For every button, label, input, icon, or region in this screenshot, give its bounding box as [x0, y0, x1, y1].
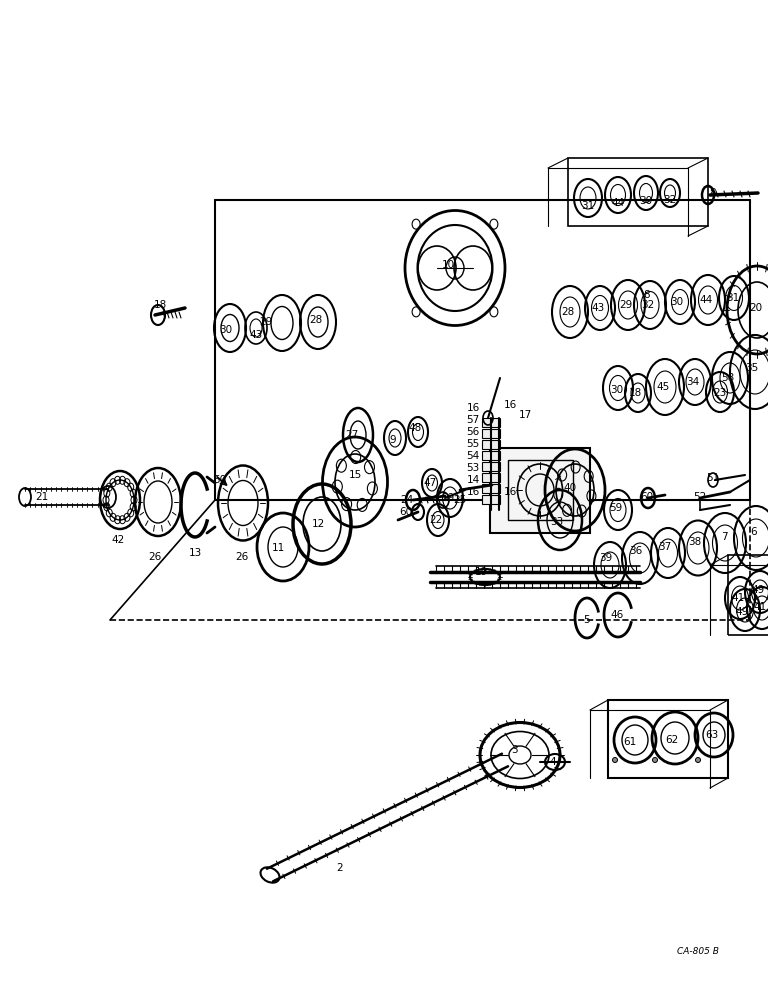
Text: 37: 37	[658, 542, 672, 552]
Text: 43: 43	[591, 303, 604, 313]
Text: 54: 54	[466, 451, 480, 461]
Text: 23: 23	[713, 388, 727, 398]
Text: 6: 6	[750, 527, 757, 537]
Text: 49: 49	[751, 585, 765, 595]
Text: 44: 44	[611, 198, 624, 208]
Bar	[728, 555, 768, 635]
Text: 52: 52	[694, 492, 707, 502]
Text: 18: 18	[628, 388, 641, 398]
Text: 12: 12	[311, 519, 325, 529]
Text: 16: 16	[466, 487, 480, 497]
Text: 60: 60	[641, 492, 654, 502]
Text: 31: 31	[727, 293, 740, 303]
Text: 42: 42	[111, 535, 124, 545]
Text: 10: 10	[442, 260, 455, 270]
Text: 15: 15	[349, 470, 362, 480]
Text: 49: 49	[736, 607, 749, 617]
Text: 59: 59	[609, 503, 623, 513]
Text: 13: 13	[188, 548, 202, 558]
Text: 58: 58	[721, 373, 735, 383]
Text: 32: 32	[641, 300, 654, 310]
Text: 32: 32	[664, 195, 677, 205]
Text: 9: 9	[389, 435, 396, 445]
Text: 53: 53	[466, 463, 480, 473]
Text: 41: 41	[731, 593, 745, 603]
Text: 28: 28	[561, 307, 574, 317]
Text: 34: 34	[687, 377, 700, 387]
Text: 30: 30	[670, 297, 684, 307]
Text: 30: 30	[640, 196, 653, 206]
Text: 43: 43	[250, 330, 263, 340]
Text: 5: 5	[584, 615, 591, 625]
Text: 50: 50	[214, 475, 227, 485]
Text: 27: 27	[346, 430, 359, 440]
Ellipse shape	[653, 758, 657, 762]
Text: 7: 7	[720, 532, 727, 542]
Text: 26: 26	[235, 552, 249, 562]
Text: 59: 59	[442, 493, 455, 503]
Text: 55: 55	[466, 439, 480, 449]
Text: 28: 28	[310, 315, 323, 325]
Bar	[508, 460, 573, 520]
Text: 33: 33	[551, 517, 564, 527]
Text: 63: 63	[705, 730, 719, 740]
Bar	[482, 484, 500, 493]
Text: 29: 29	[260, 317, 273, 327]
Text: 38: 38	[688, 537, 702, 547]
Text: 8: 8	[644, 290, 650, 300]
Bar	[482, 495, 500, 504]
Text: 21: 21	[35, 492, 48, 502]
Text: 18: 18	[154, 300, 167, 310]
Text: 17: 17	[518, 410, 531, 420]
Text: 46: 46	[611, 610, 624, 620]
Bar	[608, 700, 728, 778]
Text: 35: 35	[746, 363, 759, 373]
Text: 44: 44	[700, 295, 713, 305]
Bar	[482, 418, 500, 427]
Text: 56: 56	[466, 427, 480, 437]
Text: 4: 4	[550, 757, 556, 767]
Text: 61: 61	[624, 737, 637, 747]
Text: 11: 11	[271, 543, 285, 553]
Text: 2: 2	[336, 863, 343, 873]
Text: 51: 51	[707, 473, 720, 483]
Ellipse shape	[613, 758, 617, 762]
Text: 36: 36	[629, 546, 643, 556]
Text: 19: 19	[475, 567, 488, 577]
Text: 62: 62	[665, 735, 679, 745]
Text: 41: 41	[753, 602, 766, 612]
Text: 16: 16	[503, 487, 517, 497]
Text: 14: 14	[466, 475, 480, 485]
Ellipse shape	[696, 758, 700, 762]
Text: 30: 30	[220, 325, 233, 335]
Text: 22: 22	[429, 515, 442, 525]
Bar	[482, 462, 500, 471]
Text: 3: 3	[511, 745, 518, 755]
Text: 25: 25	[453, 495, 467, 505]
Bar	[482, 440, 500, 449]
Text: 16: 16	[466, 403, 480, 413]
Bar	[482, 451, 500, 460]
Bar	[568, 158, 708, 226]
Text: 8: 8	[710, 188, 717, 198]
Text: 48: 48	[409, 423, 422, 433]
Text: 39: 39	[599, 553, 613, 563]
Text: 40: 40	[564, 483, 577, 493]
Text: 29: 29	[619, 300, 633, 310]
Text: 24: 24	[400, 495, 414, 505]
Text: CA-805 B: CA-805 B	[677, 948, 719, 956]
Text: 45: 45	[657, 382, 670, 392]
Bar	[482, 473, 500, 482]
Text: 47: 47	[423, 478, 437, 488]
Text: 57: 57	[466, 415, 480, 425]
Text: 16: 16	[503, 400, 517, 410]
Text: 30: 30	[611, 385, 624, 395]
Bar	[482, 429, 500, 438]
Text: 20: 20	[750, 303, 763, 313]
Text: 60: 60	[399, 507, 412, 517]
Bar	[490, 448, 590, 533]
Text: 31: 31	[581, 201, 594, 211]
Text: 26: 26	[148, 552, 161, 562]
